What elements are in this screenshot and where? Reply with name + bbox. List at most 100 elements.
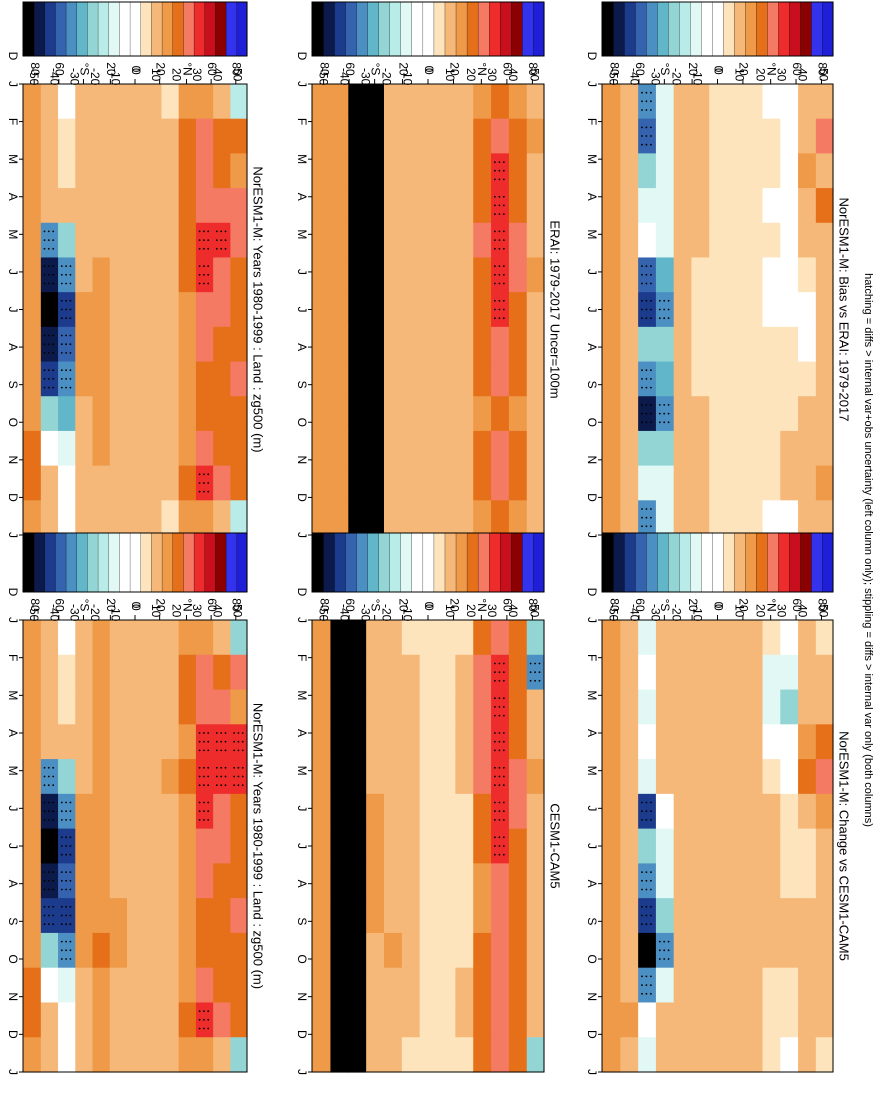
stipple-dot [65, 317, 67, 320]
stipple-dot [494, 662, 496, 665]
heatmap-cell [744, 1037, 763, 1073]
heatmap-cell [619, 689, 639, 725]
stipple-dot [360, 732, 362, 734]
heatmap-cell [526, 967, 545, 1004]
stipple-dot [355, 447, 358, 450]
heatmap-cell [383, 222, 402, 259]
stipple-dot [333, 706, 336, 708]
heatmap-cell [383, 257, 402, 293]
heatmap-cell [109, 759, 127, 795]
figure-footnote: hatching = diffs > internal var+obs unce… [862, 273, 874, 827]
stipple-dot [351, 378, 354, 380]
heatmap-cell [797, 188, 816, 224]
heatmap-cell [195, 292, 214, 328]
stipple-dot [373, 456, 376, 458]
heatmap-cell [178, 863, 196, 899]
heatmap-cell [508, 620, 527, 656]
heatmap-cell [708, 118, 727, 154]
stipple-dot [360, 749, 362, 752]
stipple-dot [498, 740, 501, 743]
stipple-dot [373, 265, 376, 267]
lat-tick-label: 80 [28, 598, 42, 612]
colorbar-swatch [378, 532, 390, 593]
colorbar-swatch [182, 1, 195, 57]
stipple-dot [43, 905, 46, 908]
heatmap-cell [619, 759, 639, 795]
stipple-dot [52, 905, 55, 908]
heatmap-cell [419, 1037, 438, 1073]
month-tick-label: J [295, 532, 309, 538]
stipple-dot [342, 697, 345, 700]
stipple-dot [342, 1027, 345, 1030]
heatmap-cell [619, 932, 639, 969]
heatmap-cell [472, 828, 492, 864]
heatmap-cell [178, 361, 196, 397]
colorbar-swatch [172, 532, 184, 593]
heatmap-cell [419, 793, 438, 830]
stipple-dot [351, 1062, 354, 1065]
stipple-dot [378, 109, 380, 111]
stipple-dot [47, 386, 50, 389]
heatmap-cell [655, 898, 674, 934]
stipple-dot [237, 732, 240, 734]
heatmap-cell [436, 620, 456, 656]
heatmap-cell [602, 153, 621, 189]
stipple-dot [65, 334, 67, 337]
stipple-dot [534, 679, 536, 682]
stipple-dot [65, 299, 67, 302]
heatmap-cell [401, 430, 420, 467]
colorbar-swatch [333, 1, 346, 57]
heatmap-cell [726, 967, 745, 1004]
heatmap-cell [74, 898, 93, 934]
stipple-dot [52, 299, 55, 302]
heatmap-cells [602, 620, 834, 1073]
stipple-dot [203, 265, 205, 267]
heatmap-cell [602, 84, 621, 120]
stipple-dot [207, 740, 210, 743]
heatmap-cell [160, 654, 179, 691]
heatmap-cell [619, 257, 639, 293]
stipple-dot [333, 888, 336, 891]
stipple-dot [333, 801, 336, 804]
heatmap-cell [619, 1037, 639, 1073]
stipple-dot [373, 213, 376, 216]
stipple-dot [351, 161, 354, 164]
heatmap-cell [212, 1002, 231, 1038]
heatmap-cell [490, 863, 509, 899]
stipple-dot [65, 282, 67, 285]
stipple-dot [355, 412, 358, 415]
heatmap-cell [602, 188, 621, 224]
lat-tick-label: 20 [686, 62, 700, 76]
month-tick-label: A [6, 343, 20, 351]
month-tick-label: J [585, 269, 599, 275]
heatmap-cell [143, 465, 162, 501]
heatmap-cell [673, 153, 692, 189]
heatmap-cell [508, 654, 527, 691]
stipple-dot [650, 992, 652, 995]
stipple-dot [378, 204, 380, 207]
stipple-dot [378, 490, 380, 493]
stipple-dot [355, 273, 358, 276]
stipple-dot [65, 845, 67, 847]
heatmap-cell [312, 222, 331, 259]
heatmap-cell [454, 654, 474, 691]
stipple-dot [667, 299, 670, 302]
heatmap-cell [40, 465, 59, 501]
month-tick-label: A [295, 343, 309, 351]
stipple-dot [52, 810, 55, 813]
heatmap-cell [40, 932, 59, 969]
heatmap-cell [212, 932, 231, 969]
month-tick-label: A [585, 343, 599, 351]
stipple-dot [378, 282, 380, 285]
heatmap-cell [436, 1002, 456, 1038]
colorbar [22, 1, 248, 57]
month-tick-label: M [6, 690, 20, 700]
heatmap-cell [383, 292, 402, 328]
heatmap-cell [454, 500, 474, 536]
heatmap-cell [312, 326, 331, 363]
heatmap-cell [673, 222, 692, 259]
stipple-dot [355, 853, 358, 856]
heatmap-cell [490, 620, 509, 656]
stipple-dot [43, 308, 46, 311]
heatmap-cell [602, 759, 621, 795]
